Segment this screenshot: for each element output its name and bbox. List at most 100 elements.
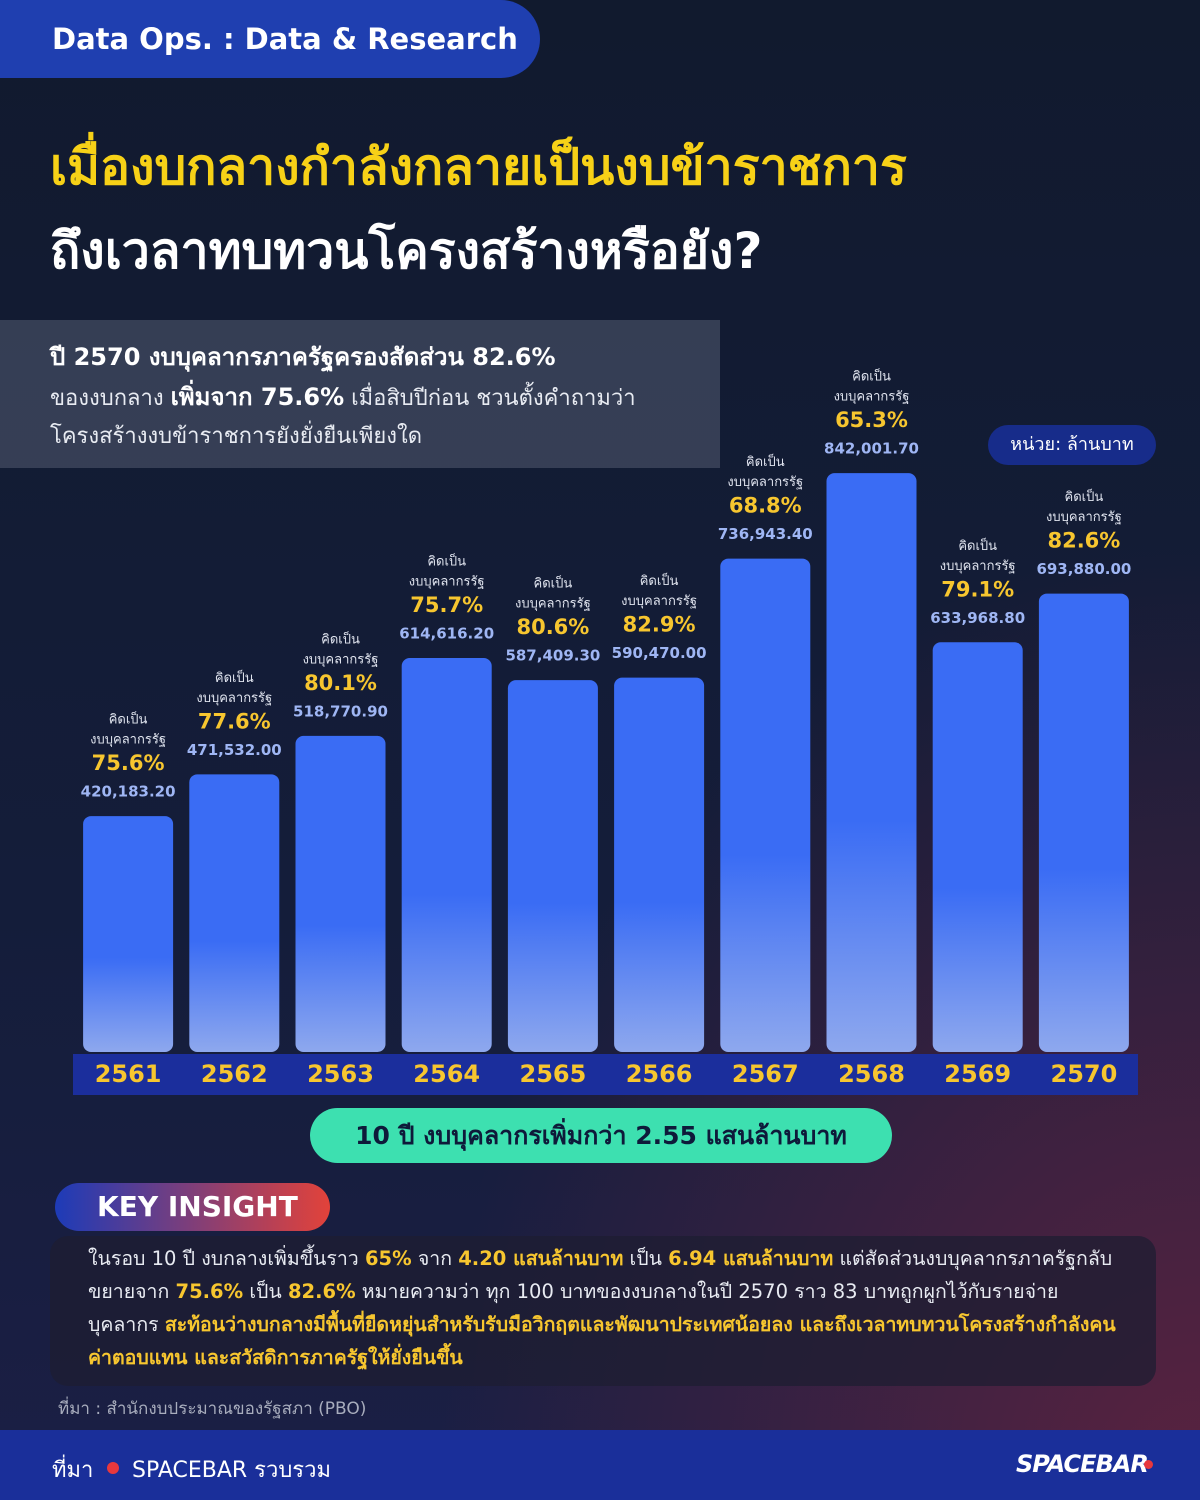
header-tag: Data Ops. : Data & Research xyxy=(0,0,540,78)
footer-dot xyxy=(107,1462,119,1474)
annotation-prefix: คิดเป็น xyxy=(215,668,254,686)
subtitle-line: โครงสร้างงบข้าราชการยังยั่งยืนเพียงใด xyxy=(50,418,636,456)
value-label: 736,943.40 xyxy=(718,525,813,543)
summary-pill: 10 ปี งบบุคลากรเพิ่มกว่า 2.55 แสนล้านบาท xyxy=(310,1108,892,1163)
share-label: 79.1% xyxy=(941,577,1014,601)
annotation-prefix: คิดเป็น xyxy=(109,710,148,728)
subtitle-segment: ของงบกลาง xyxy=(50,386,171,411)
annotation-prefix: คิดเป็น xyxy=(746,452,785,470)
insight-segment: 65% xyxy=(364,1247,412,1270)
annotation-label: งบบุคลากรรัฐ xyxy=(515,597,591,612)
value-label: 842,001.70 xyxy=(824,440,919,458)
insight-segment: เป็น xyxy=(623,1247,669,1270)
insight-segment: 6.94 แสนล้านบาท xyxy=(668,1247,834,1270)
x-tick-label: 2562 xyxy=(201,1060,268,1088)
bar xyxy=(1038,593,1129,1052)
subtitle-segment: เมื่อสิบปีก่อน ชวนตั้งคำถามว่า xyxy=(344,386,636,411)
x-tick-label: 2565 xyxy=(520,1060,587,1088)
bar xyxy=(614,677,705,1052)
subtitle-line: ของงบกลาง เพิ่มจาก 75.6% เมื่อสิบปีก่อน … xyxy=(50,378,636,418)
x-tick-label: 2568 xyxy=(838,1060,905,1088)
subtitle-line: ปี 2570 งบบุคลากรภาครัฐครองสัดส่วน 82.6% xyxy=(50,338,636,378)
bar xyxy=(826,473,917,1052)
title-line: ถึงเวลาทบทวนโครงสร้างหรือยัง? xyxy=(50,222,763,280)
annotation-label: งบบุคลากรรัฐ xyxy=(940,559,1016,574)
share-label: 65.3% xyxy=(835,408,908,432)
insight-segment: 75.6% xyxy=(175,1280,244,1303)
footer-label: ที่มา xyxy=(52,1458,94,1483)
insight-segment: ในรอบ 10 ปี งบกลางเพิ่มขึ้นราว xyxy=(88,1247,365,1270)
footer xyxy=(0,1430,1200,1500)
value-label: 420,183.20 xyxy=(81,783,176,801)
source: ที่มา : สำนักงบประมาณของรัฐสภา (PBO) xyxy=(58,1399,367,1419)
x-tick-label: 2569 xyxy=(944,1060,1011,1088)
logo: SPACEBAR xyxy=(1016,1450,1149,1478)
title-line: เมื่องบกลางกำลังกลายเป็นงบข้าราชการ xyxy=(50,138,907,196)
chart: 2561420,183.2075.6%งบบุคลากรรัฐคิดเป็น25… xyxy=(73,367,1138,1095)
subtitle-segment: โครงสร้างงบข้าราชการยังยั่งยืนเพียงใด xyxy=(50,424,423,449)
value-label: 633,968.80 xyxy=(930,609,1025,627)
annotation-label: งบบุคลากรรัฐ xyxy=(409,575,485,590)
insight-heading: KEY INSIGHT xyxy=(55,1183,330,1231)
year-strip xyxy=(73,1054,1138,1095)
value-label: 471,532.00 xyxy=(187,741,282,759)
subtitle-segment: ปี 2570 งบบุคลากรภาครัฐครองสัดส่วน 82.6% xyxy=(50,343,556,371)
annotation-label: งบบุคลากรรัฐ xyxy=(727,475,803,490)
share-label: 80.1% xyxy=(304,671,377,695)
value-label: 590,470.00 xyxy=(612,644,707,662)
annotation-label: งบบุคลากรรัฐ xyxy=(196,691,272,706)
x-tick-label: 2570 xyxy=(1051,1060,1118,1088)
value-label: 587,409.30 xyxy=(505,647,600,665)
subtitle-box xyxy=(0,320,720,468)
annotation-prefix: คิดเป็น xyxy=(852,367,891,385)
annotation-prefix: คิดเป็น xyxy=(534,574,573,592)
footer-credit: SPACEBAR รวบรวม xyxy=(132,1458,331,1483)
insight-box xyxy=(50,1236,1156,1386)
logo-dot xyxy=(1144,1460,1153,1469)
bar xyxy=(295,735,386,1052)
x-tick-label: 2567 xyxy=(732,1060,799,1088)
x-tick-label: 2563 xyxy=(307,1060,374,1088)
insight-segment: จาก xyxy=(411,1247,459,1270)
annotation-label: งบบุคลากรรัฐ xyxy=(621,594,697,609)
annotation-label: งบบุคลากรรัฐ xyxy=(90,733,166,748)
annotation-label: งบบุคลากรรัฐ xyxy=(834,390,910,405)
share-label: 75.7% xyxy=(410,593,483,617)
insight-segment: หมายความว่า ทุก 100 บาทของงบกลางในปี 257… xyxy=(88,1280,1059,1336)
share-label: 75.6% xyxy=(92,751,165,775)
x-tick-label: 2566 xyxy=(626,1060,693,1088)
bar xyxy=(401,658,492,1052)
share-label: 82.9% xyxy=(623,613,696,637)
insight-segment: สะท้อนว่างบกลางมีพื้นที่ยืดหยุ่นสำหรับรั… xyxy=(88,1313,1116,1369)
annotation-prefix: คิดเป็น xyxy=(427,552,466,570)
bar xyxy=(189,774,280,1052)
bar xyxy=(720,558,811,1052)
annotation-prefix: คิดเป็น xyxy=(1065,487,1104,505)
bar xyxy=(932,642,1023,1052)
value-label: 614,616.20 xyxy=(399,625,494,643)
subtitle-segment: เพิ่มจาก 75.6% xyxy=(170,383,345,411)
share-label: 80.6% xyxy=(516,615,589,639)
annotation-label: งบบุคลากรรัฐ xyxy=(303,652,379,667)
bar xyxy=(507,680,598,1052)
x-tick-label: 2561 xyxy=(95,1060,162,1088)
insight-segment: แต่สัดส่วนงบบุคลากรภาครัฐกลับขยายจาก xyxy=(88,1247,1113,1303)
subtitle: ปี 2570 งบบุคลากรภาครัฐครองสัดส่วน 82.6%… xyxy=(50,338,636,456)
insight-text: ในรอบ 10 ปี งบกลางเพิ่มขึ้นราว 65% จาก 4… xyxy=(88,1242,1128,1374)
share-label: 68.8% xyxy=(729,494,802,518)
share-label: 82.6% xyxy=(1047,529,1120,553)
x-tick-label: 2564 xyxy=(413,1060,480,1088)
value-label: 518,770.90 xyxy=(293,702,388,720)
annotation-label: งบบุคลากรรัฐ xyxy=(1046,510,1122,525)
bar xyxy=(83,816,174,1052)
share-label: 77.6% xyxy=(198,709,271,733)
annotation-prefix: คิดเป็น xyxy=(321,629,360,647)
insight-segment: 82.6% xyxy=(287,1280,356,1303)
insight-segment: 4.20 แสนล้านบาท xyxy=(458,1247,624,1270)
unit-label: หน่วย: ล้านบาท xyxy=(988,425,1156,465)
insight-segment: เป็น xyxy=(243,1280,288,1303)
value-label: 693,880.00 xyxy=(1036,560,1131,578)
annotation-prefix: คิดเป็น xyxy=(640,571,679,589)
annotation-prefix: คิดเป็น xyxy=(958,536,997,554)
